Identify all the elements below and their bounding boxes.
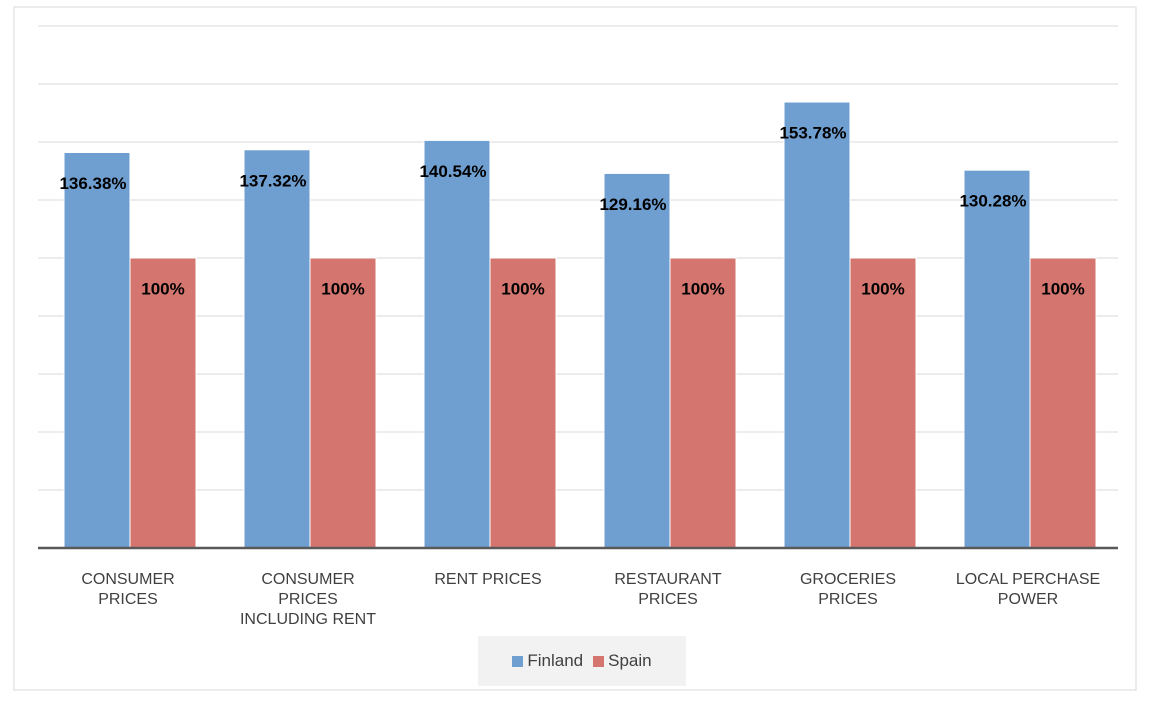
data-label: 100%	[1041, 279, 1084, 298]
bar	[963, 169, 1031, 549]
chart-border	[13, 6, 1137, 691]
data-label: 136.38%	[59, 174, 126, 193]
data-label: 100%	[861, 279, 904, 298]
bar	[63, 151, 131, 549]
data-label: 129.16%	[599, 195, 666, 214]
legend-item: Finland	[512, 651, 583, 671]
bar	[423, 139, 491, 549]
legend-item: Spain	[593, 651, 652, 671]
data-label: 100%	[501, 279, 544, 298]
bar	[849, 257, 917, 549]
legend: Finland Spain	[478, 636, 686, 686]
x-tick-label: LOCAL PERCHASE POWER	[955, 571, 1101, 608]
data-label: 153.78%	[779, 124, 846, 143]
data-label: 137.32%	[239, 171, 306, 190]
bar	[669, 257, 737, 549]
x-tick-label: RENT PRICES	[434, 571, 542, 588]
legend-swatch	[512, 655, 524, 667]
bar	[243, 149, 311, 549]
bar	[129, 257, 197, 549]
data-label: 130.28%	[959, 192, 1026, 211]
x-tick-label: GROCERIES PRICES	[799, 571, 896, 608]
data-label: 100%	[141, 279, 184, 298]
x-tick-label: RESTAURANT PRICES	[614, 571, 722, 608]
data-label: 140.54%	[419, 162, 486, 181]
data-label: 100%	[321, 279, 364, 298]
bar	[309, 257, 377, 549]
legend-label: Finland	[527, 651, 584, 670]
x-tick-label: CONSUMER PRICES	[81, 571, 175, 608]
data-label: 100%	[681, 279, 724, 298]
bar	[603, 172, 671, 549]
bar	[783, 101, 851, 549]
bar	[1029, 257, 1097, 549]
bar	[489, 257, 557, 549]
x-tick-label: CONSUMER PRICES INCLUDING RENT	[239, 571, 376, 628]
legend-label: Spain	[608, 651, 652, 670]
legend-swatch	[593, 655, 605, 667]
